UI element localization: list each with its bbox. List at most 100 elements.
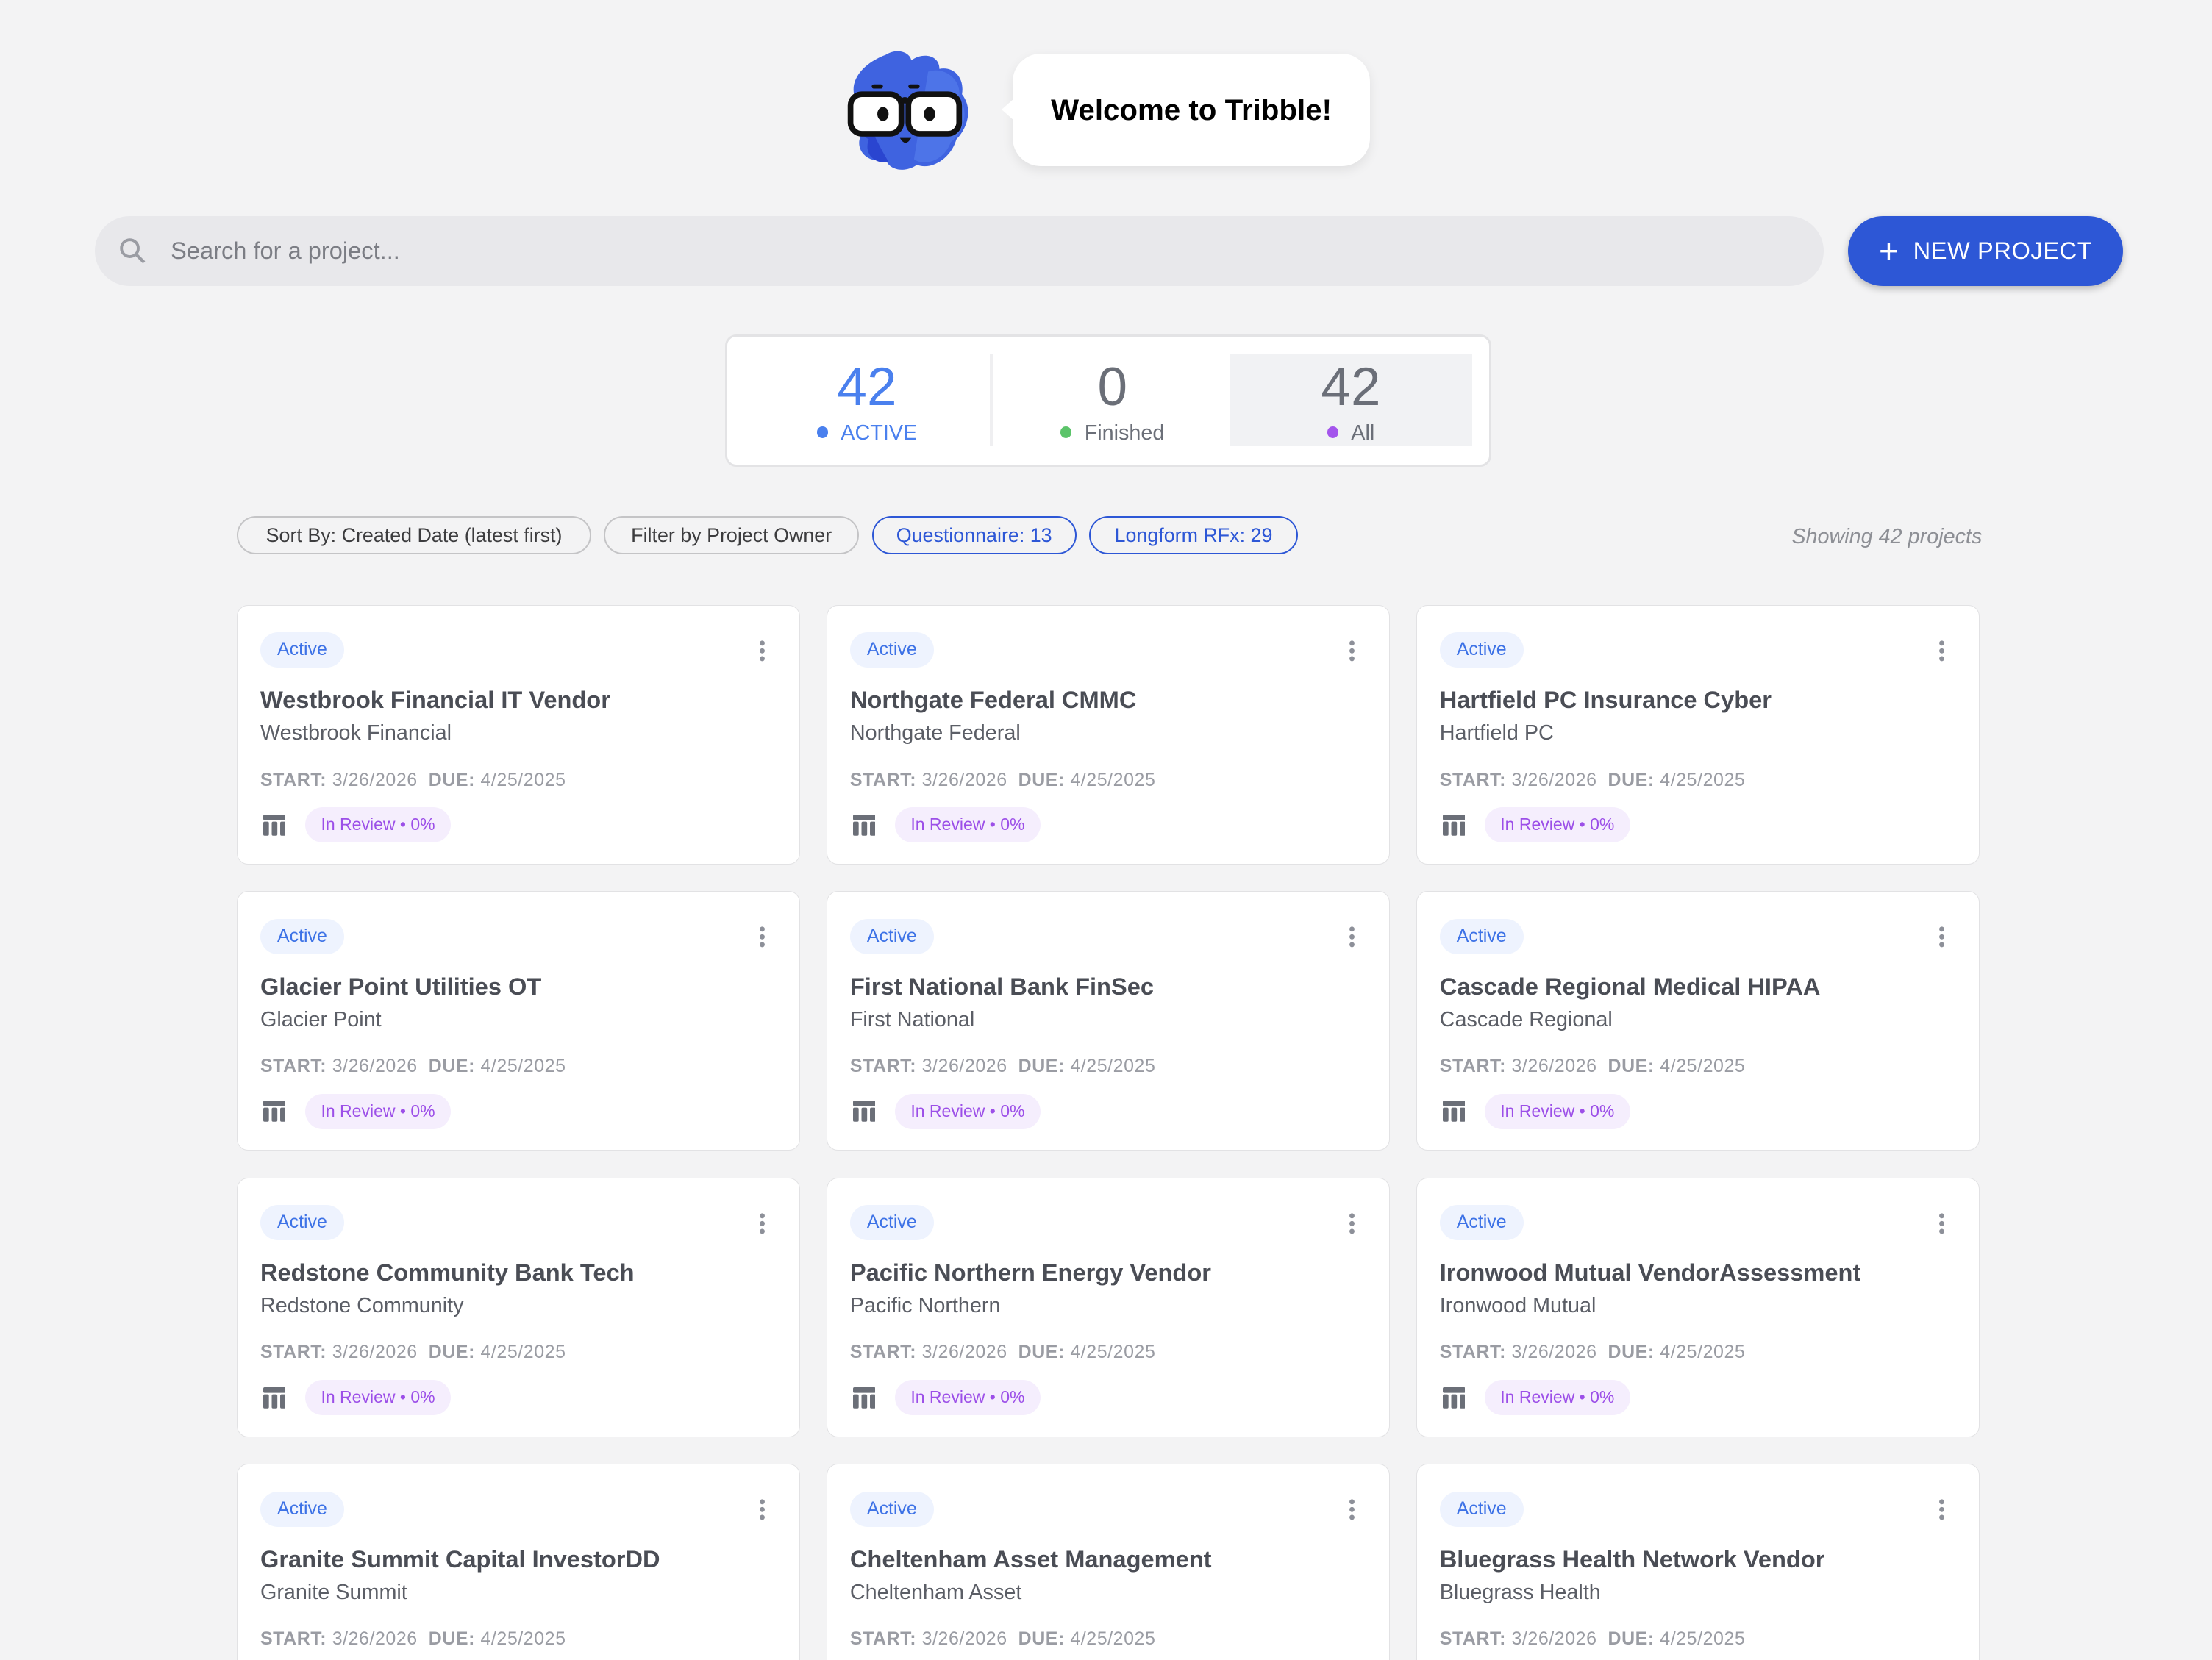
sort-by-button[interactable]: Sort By: Created Date (latest first) (237, 516, 591, 554)
project-dates: START: 3/26/2026 DUE: 4/25/2025 (260, 1056, 566, 1077)
due-label: DUE: (428, 1055, 475, 1076)
more-options-icon[interactable] (754, 640, 771, 662)
project-card[interactable]: Active Pacific Northern Energy Vendor Pa… (827, 1177, 1390, 1437)
project-title[interactable]: Ironwood Mutual VendorAssessment (1439, 1259, 1861, 1287)
more-options-icon[interactable] (1344, 1498, 1360, 1521)
questionnaire-filter[interactable]: Questionnaire: 13 (871, 516, 1077, 554)
welcome-text: Welcome to Tribble! (1051, 93, 1332, 126)
more-options-icon[interactable] (754, 1212, 771, 1235)
project-dates: START: 3/26/2026 DUE: 4/25/2025 (850, 770, 1156, 791)
stat-finished[interactable]: 0 Finished (993, 354, 1232, 447)
start-date: 3/26/2026 (921, 1342, 1007, 1363)
project-title[interactable]: Northgate Federal CMMC (849, 686, 1137, 714)
project-card[interactable]: Active Redstone Community Bank Tech Reds… (237, 1177, 800, 1437)
project-title[interactable]: First National Bank FinSec (849, 972, 1155, 1000)
new-project-button[interactable]: + NEW PROJECT (1848, 215, 2124, 287)
review-status-pill: In Review • 0% (895, 1380, 1041, 1416)
stat-active[interactable]: 42 ACTIVE (747, 354, 987, 447)
status-badge: Active (260, 1205, 344, 1241)
project-stats: 42 ACTIVE 0 Finished 42 All (725, 334, 1491, 468)
project-title[interactable]: Granite Summit Capital InvestorDD (260, 1545, 660, 1573)
search-bar[interactable] (94, 215, 1824, 287)
status-badge: Active (260, 632, 344, 668)
more-options-icon[interactable] (1933, 1212, 1950, 1235)
more-options-icon[interactable] (754, 926, 771, 948)
project-client: Redstone Community (260, 1294, 464, 1318)
review-status-pill: In Review • 0% (305, 1093, 451, 1129)
start-date: 3/26/2026 (1511, 1055, 1597, 1076)
filter-owner-button[interactable]: Filter by Project Owner (604, 516, 860, 554)
table-icon (852, 1101, 876, 1123)
more-options-icon[interactable] (1344, 926, 1360, 948)
start-date: 3/26/2026 (921, 769, 1007, 790)
due-label: DUE: (1018, 1055, 1065, 1076)
review-status-pill: In Review • 0% (305, 807, 451, 843)
project-dates: START: 3/26/2026 DUE: 4/25/2025 (850, 1628, 1156, 1650)
due-date: 4/25/2025 (1660, 769, 1746, 790)
project-client: Glacier Point (260, 1007, 382, 1031)
status-badge: Active (849, 632, 934, 668)
welcome-bubble: Welcome to Tribble! (1002, 53, 1370, 167)
project-card[interactable]: Active Northgate Federal CMMC Northgate … (827, 604, 1390, 865)
plus-icon: + (1878, 232, 1899, 271)
more-options-icon[interactable] (754, 1498, 771, 1521)
project-title[interactable]: Westbrook Financial IT Vendor (260, 686, 610, 714)
project-card[interactable]: Active Cheltenham Asset Management Chelt… (827, 1464, 1390, 1660)
table-icon (1442, 1101, 1466, 1123)
project-card[interactable]: Active Ironwood Mutual VendorAssessment … (1416, 1177, 1980, 1437)
stat-all[interactable]: 42 All (1229, 353, 1472, 447)
due-date: 4/25/2025 (1660, 1342, 1746, 1363)
start-date: 3/26/2026 (332, 769, 418, 790)
more-options-icon[interactable] (1933, 640, 1950, 662)
start-label: START: (849, 1628, 917, 1649)
project-client: Bluegrass Health (1439, 1580, 1601, 1604)
project-client: Ironwood Mutual (1439, 1294, 1596, 1318)
table-icon (1442, 1387, 1466, 1409)
start-label: START: (1439, 1055, 1506, 1076)
project-card[interactable]: Active First National Bank FinSec First … (827, 891, 1390, 1151)
status-dot-icon (1327, 426, 1339, 438)
review-status-pill: In Review • 0% (1485, 1093, 1630, 1129)
stat-count: 42 (837, 357, 897, 417)
project-dates: START: 3/26/2026 DUE: 4/25/2025 (1440, 1342, 1746, 1363)
longform-rfx-filter[interactable]: Longform RFx: 29 (1089, 516, 1298, 554)
project-card[interactable]: Active Cascade Regional Medical HIPAA Ca… (1416, 891, 1980, 1151)
project-card[interactable]: Active Hartfield PC Insurance Cyber Hart… (1416, 604, 1980, 865)
project-title[interactable]: Hartfield PC Insurance Cyber (1439, 686, 1772, 714)
stat-label: Finished (1084, 421, 1165, 445)
status-badge: Active (1439, 1205, 1524, 1241)
status-badge: Active (849, 918, 934, 954)
table-icon (852, 814, 876, 836)
stat-count: 42 (1321, 357, 1381, 417)
start-label: START: (1439, 1628, 1506, 1649)
project-title[interactable]: Redstone Community Bank Tech (260, 1259, 635, 1287)
project-title[interactable]: Cascade Regional Medical HIPAA (1439, 972, 1821, 1000)
start-label: START: (260, 1628, 327, 1649)
start-date: 3/26/2026 (921, 1055, 1007, 1076)
review-status-pill: In Review • 0% (1485, 807, 1630, 843)
more-options-icon[interactable] (1344, 640, 1360, 662)
start-label: START: (260, 1055, 327, 1076)
project-card[interactable]: Active Granite Summit Capital InvestorDD… (237, 1464, 800, 1660)
status-badge: Active (260, 1491, 344, 1527)
due-date: 4/25/2025 (480, 1342, 566, 1363)
start-label: START: (1439, 1342, 1506, 1363)
due-date: 4/25/2025 (480, 1055, 566, 1076)
project-card[interactable]: Active Bluegrass Health Network Vendor B… (1416, 1464, 1980, 1660)
more-options-icon[interactable] (1344, 1212, 1360, 1235)
more-options-icon[interactable] (1933, 926, 1950, 948)
new-project-label: NEW PROJECT (1913, 237, 2093, 265)
search-input[interactable] (168, 235, 1726, 267)
more-options-icon[interactable] (1933, 1498, 1950, 1521)
start-label: START: (849, 1342, 917, 1363)
project-dates: START: 3/26/2026 DUE: 4/25/2025 (260, 1628, 566, 1650)
project-title[interactable]: Bluegrass Health Network Vendor (1439, 1545, 1825, 1573)
project-card[interactable]: Active Glacier Point Utilities OT Glacie… (237, 891, 800, 1151)
start-label: START: (260, 1342, 327, 1363)
table-icon (263, 814, 286, 836)
project-card[interactable]: Active Westbrook Financial IT Vendor Wes… (237, 604, 800, 865)
project-title[interactable]: Glacier Point Utilities OT (260, 972, 542, 1000)
project-title[interactable]: Cheltenham Asset Management (849, 1545, 1212, 1573)
project-title[interactable]: Pacific Northern Energy Vendor (849, 1259, 1211, 1287)
